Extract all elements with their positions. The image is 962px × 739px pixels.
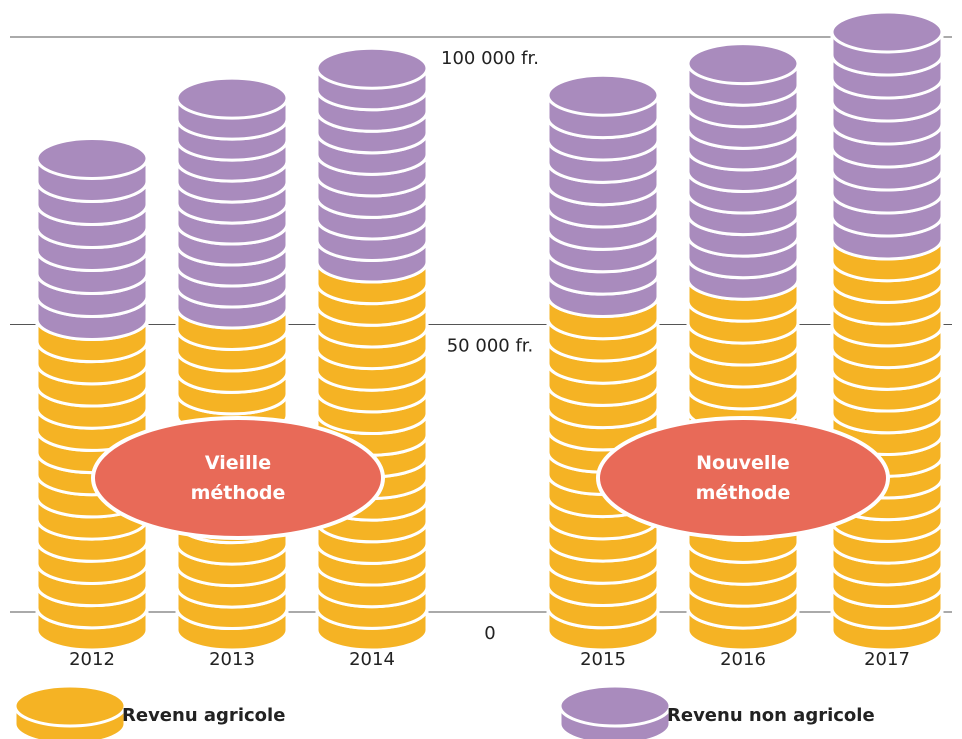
x-tick-label: 2015 (580, 649, 626, 670)
annotation-bubble (596, 416, 890, 540)
annotation-box: Vieille méthode (190, 451, 286, 504)
coin-segment (546, 73, 660, 318)
coin-top (35, 137, 149, 180)
x-tick-label: 2017 (864, 649, 910, 670)
coin-top (558, 684, 672, 728)
x-tick-label: 2014 (349, 649, 395, 670)
legend-label: Revenu agricole (122, 705, 285, 726)
annotation: Nouvelle méthode (695, 451, 791, 504)
legend-label: Revenu non agricole (667, 705, 875, 726)
legend-swatch (558, 684, 672, 739)
coin-segment (546, 275, 660, 652)
coin-segment (830, 10, 944, 261)
coin-segment (686, 42, 800, 301)
legend-swatch (13, 684, 127, 739)
coin-top (315, 46, 429, 90)
annotation-bubble (91, 416, 385, 540)
coin-segment (315, 46, 429, 284)
coin-segment (830, 217, 944, 652)
coin-top (13, 684, 127, 728)
annotation: Vieille méthode (190, 451, 286, 504)
y-tick-label: 100 000 fr. (441, 48, 539, 69)
y-tick-label: 0 (484, 623, 495, 644)
coin-segment (35, 137, 149, 341)
coin-top (175, 76, 289, 120)
x-tick-label: 2016 (720, 649, 766, 670)
x-tick-label: 2013 (209, 649, 255, 670)
y-tick-label: 50 000 fr. (447, 336, 534, 357)
x-tick-label: 2012 (69, 649, 115, 670)
coin-top (686, 42, 800, 86)
annotation-box: Nouvelle méthode (695, 451, 791, 504)
coin-top (546, 73, 660, 117)
coin-top (830, 10, 944, 54)
coin-segment (175, 76, 289, 330)
